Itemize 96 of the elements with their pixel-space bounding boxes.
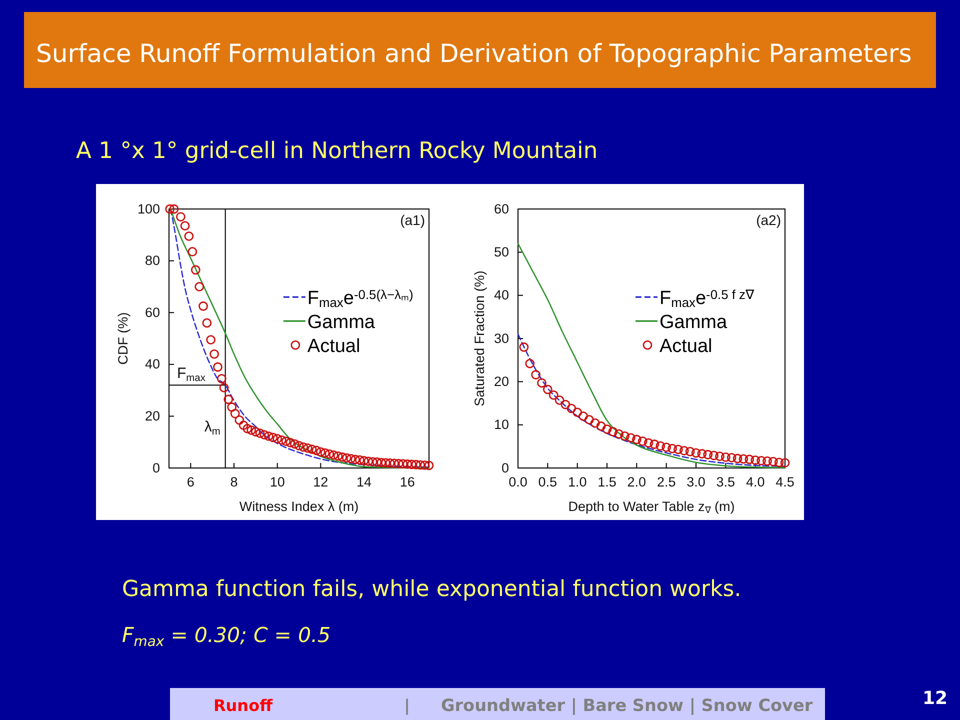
y-tick-label: 0 (152, 460, 160, 476)
point (715, 452, 724, 462)
point (668, 444, 677, 454)
point (560, 400, 570, 410)
point (738, 454, 748, 464)
y-tick-label: 0 (501, 460, 509, 476)
point (679, 446, 689, 456)
x-axis-title: Depth to Water Table z$_{∇}$ (m) (568, 499, 735, 516)
point (638, 436, 648, 446)
y-axis-title: CDF (%) (115, 312, 130, 365)
x-tick-label: 10 (270, 474, 285, 490)
point (578, 412, 588, 421)
point (703, 450, 713, 460)
point (774, 458, 784, 468)
point (596, 421, 606, 431)
x-tick-label: 0.0 (508, 474, 528, 490)
point (697, 449, 707, 458)
text: 12 (922, 688, 948, 709)
y-tick-label: 30 (494, 330, 509, 346)
point (525, 358, 535, 368)
point (762, 456, 772, 466)
y-axis-title: Saturated Fraction (%) (472, 270, 487, 406)
x-tick-label: 4.0 (746, 474, 765, 490)
x-tick-label: 14 (356, 474, 372, 490)
text: Groundwater | Bare Snow | Snow Cover (441, 695, 814, 715)
y-tick-label: 40 (494, 288, 509, 303)
text: Gamma function fails, while exponential function works. (122, 577, 742, 602)
y-tick-label: 20 (144, 408, 160, 424)
point (519, 342, 529, 352)
chart-subtitle: A 1 °x 1° grid-cell in Northern Rocky Mountain (76, 138, 598, 164)
point (726, 452, 736, 462)
x-tick-label: 1.0 (568, 474, 587, 490)
point (608, 427, 618, 436)
y-tick-label: 10 (494, 417, 509, 432)
x-tick-label: 16 (400, 474, 415, 490)
x-tick-label: 6 (186, 474, 194, 490)
legend-label: F$_{max}$e$^{-0.5 f z∇}$ (659, 286, 755, 310)
x-tick-label: 3.5 (716, 474, 736, 490)
point (744, 454, 754, 464)
point (602, 424, 612, 434)
point (614, 429, 624, 439)
point (590, 418, 600, 428)
legend-label: Actual (659, 336, 712, 358)
chart-title: Surface Runoff Formulation and Derivation of Topographic Parameters (36, 39, 912, 68)
y-tick-label: 100 (137, 201, 160, 216)
point (780, 458, 790, 468)
x-tick-label: 1.5 (598, 474, 616, 490)
y-tick-label: 20 (494, 374, 509, 389)
point (768, 456, 778, 466)
text: | (404, 696, 410, 715)
annotation: (a1) (400, 212, 425, 228)
point (709, 450, 718, 460)
annotation: (a2) (756, 212, 781, 228)
point (750, 456, 760, 465)
x-tick-label: 2.5 (656, 474, 676, 490)
point (662, 442, 672, 452)
legend-label: F$_{max}$e$^{-0.5(λ−λₘ)}$ (307, 286, 414, 310)
point (626, 433, 636, 442)
legend-label: Gamma (659, 312, 728, 334)
point (756, 456, 766, 466)
point (542, 384, 552, 394)
x-tick-label: 3.0 (686, 474, 706, 490)
point (685, 446, 695, 456)
legend-label: Gamma (307, 312, 376, 334)
point (691, 448, 701, 458)
point (674, 444, 683, 454)
point (720, 452, 730, 462)
point (584, 414, 594, 424)
point (656, 441, 666, 451)
point (620, 431, 630, 441)
text: F$_{max}$ = 0.30; C = 0.5 (122, 623, 331, 650)
legend-label: Actual (307, 336, 360, 358)
x-tick-label: 8 (230, 474, 238, 490)
point (632, 434, 642, 444)
text: Runoff (213, 696, 274, 715)
point (644, 438, 654, 448)
point (566, 404, 576, 414)
point (554, 396, 564, 405)
x-tick-label: 2.0 (627, 474, 646, 490)
ref-line-label: F$_{max}$ (177, 365, 206, 384)
point (531, 370, 540, 380)
y-tick-label: 80 (144, 253, 160, 268)
x-axis-title: Witness Index λ (m) (239, 499, 359, 514)
y-tick-label: 50 (494, 244, 509, 260)
point (537, 378, 546, 388)
point (572, 408, 582, 418)
point (732, 454, 742, 464)
ref-line-label: λ$_{m}$ (204, 418, 220, 438)
x-tick-label: 0.5 (538, 474, 558, 490)
x-tick-label: 4.5 (776, 474, 794, 490)
y-tick-label: 60 (494, 201, 509, 216)
x-tick-label: 12 (313, 474, 328, 490)
y-tick-label: 40 (144, 356, 160, 372)
point (650, 440, 660, 449)
point (548, 390, 558, 400)
y-tick-label: 60 (144, 304, 160, 320)
